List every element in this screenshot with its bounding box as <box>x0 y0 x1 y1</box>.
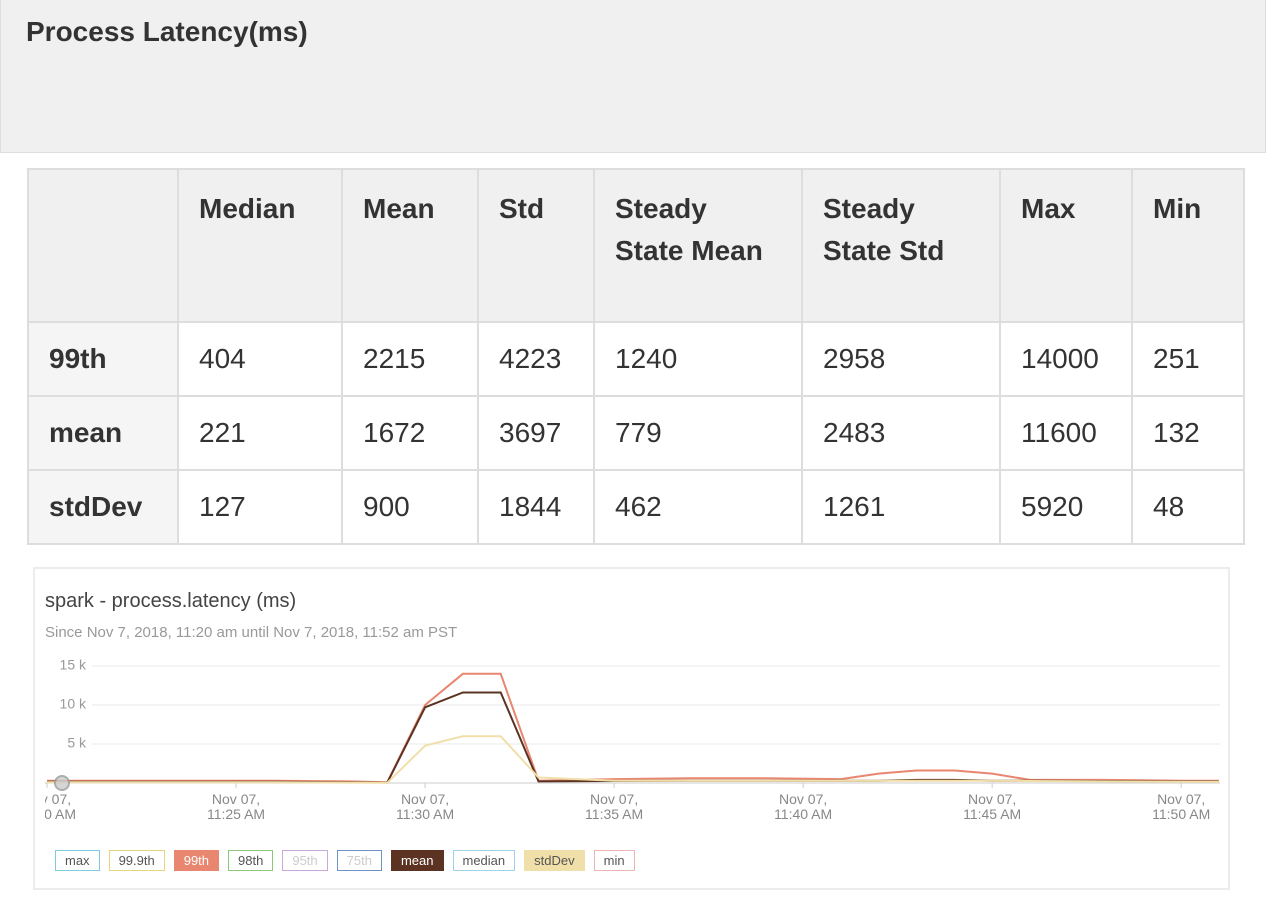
cell: 900 <box>341 469 479 545</box>
series-line <box>47 672 1219 784</box>
cell: 779 <box>593 395 803 471</box>
corner-cell <box>27 168 179 323</box>
cell: 132 <box>1131 395 1245 471</box>
column-header: Std <box>477 168 595 323</box>
column-header: Steady State Std <box>801 168 1001 323</box>
cell: 2958 <box>801 321 1001 397</box>
header: Process Latency(ms) <box>0 0 1266 153</box>
x-tick-label: Nov 07, 11:35 AM <box>585 791 644 822</box>
table-row: mean 221 1672 3697 779 2483 11600 132 <box>27 395 1245 471</box>
cell: 221 <box>177 395 343 471</box>
cell: 4223 <box>477 321 595 397</box>
table-row: stdDev 127 900 1844 462 1261 5920 48 <box>27 469 1245 545</box>
cell: 404 <box>177 321 343 397</box>
table-row: 99th 404 2215 4223 1240 2958 14000 251 <box>27 321 1245 397</box>
legend-item[interactable]: 95th <box>282 850 328 871</box>
x-tick-label: Nov 07, 11:40 AM <box>774 791 833 822</box>
cell: 127 <box>177 469 343 545</box>
cell: 3697 <box>477 395 595 471</box>
cell: 2215 <box>341 321 479 397</box>
hover-marker <box>54 775 70 791</box>
legend-item[interactable]: mean <box>390 850 444 871</box>
cell: 2483 <box>801 395 1001 471</box>
x-tick-label: Nov 07, 11:25 AM <box>206 791 266 822</box>
cell: 251 <box>1131 321 1245 397</box>
row-header: 99th <box>27 321 179 397</box>
y-tick-label: 5 k <box>67 735 87 751</box>
column-header: Steady State Mean <box>593 168 803 323</box>
legend-item[interactable]: 99.9th <box>108 850 165 871</box>
x-axis: Nov 07, 11:20 AM Nov 07, 11:25 AM Nov 07, … <box>45 786 1230 831</box>
legend-item[interactable]: 99th <box>173 850 220 871</box>
cell: 1261 <box>801 469 1001 545</box>
series-line <box>47 691 1219 784</box>
chart-panel <box>33 567 1230 890</box>
cell: 1844 <box>477 469 595 545</box>
x-tick-label: Nov 07, 11:50 AM <box>1152 791 1211 822</box>
cell: 14000 <box>999 321 1133 397</box>
x-tick-label: Nov 07, 11:45 AM <box>963 791 1022 822</box>
page-title: Process Latency(ms) <box>26 16 308 47</box>
row-header: stdDev <box>27 469 179 545</box>
chart-title: spark - process.latency (ms) <box>45 590 297 612</box>
y-tick-label: 10 k <box>60 696 87 712</box>
column-header: Max <box>999 168 1133 323</box>
legend-item[interactable]: 98th <box>228 850 274 871</box>
column-header: Min <box>1131 168 1245 323</box>
legend-item[interactable]: max <box>55 850 100 871</box>
legend-item[interactable]: min <box>593 850 635 871</box>
stats-table: Median Mean Std Steady State Mean Steady Sta… <box>27 168 1245 545</box>
row-header: mean <box>27 395 179 471</box>
column-header: Mean <box>341 168 479 323</box>
cell: 48 <box>1131 469 1245 545</box>
legend-item[interactable]: stdDev <box>524 850 585 871</box>
y-tick-label: 15 k <box>60 657 87 673</box>
column-header: Median <box>177 168 343 323</box>
chart-subtitle: Since Nov 7, 2018, 11:20 am until Nov 7,… <box>45 624 458 641</box>
x-tick-label: Nov 07, 11:20 AM <box>45 791 77 822</box>
legend: max 99.9th 99th 98th 95th 75th mean median stdDe… <box>55 850 635 871</box>
header-row: Median Mean Std Steady State Mean Steady Sta… <box>27 168 1245 323</box>
legend-item[interactable]: median <box>452 850 516 871</box>
cell: 1672 <box>341 395 479 471</box>
cell: 1240 <box>593 321 803 397</box>
cell: 5920 <box>999 469 1133 545</box>
cell: 462 <box>593 469 803 545</box>
series-line <box>47 735 1219 784</box>
x-tick-label: Nov 07, 11:30 AM <box>396 791 455 822</box>
legend-item[interactable]: 75th <box>336 850 382 871</box>
cell: 11600 <box>999 395 1133 471</box>
